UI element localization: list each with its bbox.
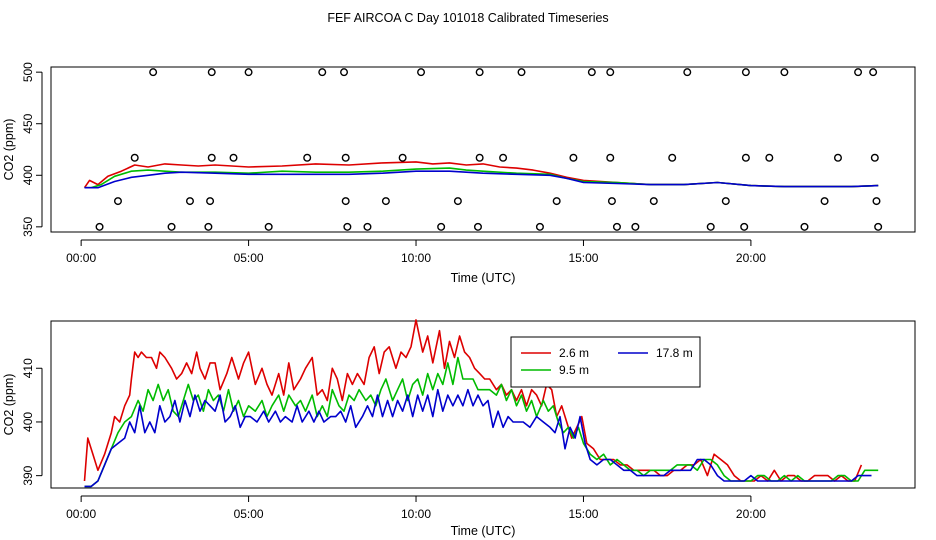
data-point-circle [499, 153, 508, 162]
data-point-circle [341, 197, 350, 206]
data-point-circle [683, 68, 692, 77]
x-tick-label: 15:00 [568, 251, 598, 265]
legend-label: 2.6 m [559, 346, 589, 360]
data-point-circle [820, 197, 829, 206]
y-tick-label: 410 [21, 358, 35, 378]
x-tick-label: 10:00 [401, 251, 431, 265]
panel-top: 00:00 05:00 10:00 15:00 20:00 350 400 450 500 Tim… [2, 62, 916, 285]
data-point-circle [340, 68, 349, 77]
data-point-circle [475, 68, 484, 77]
y-tick-label: 390 [21, 465, 35, 485]
panel-bottom: 00:00 05:00 10:00 15:00 20:00 390 400 410 Time (… [2, 319, 916, 538]
data-point-circle [606, 153, 615, 162]
data-point-circle [453, 197, 462, 206]
data-point-circle [606, 68, 615, 77]
series-line-17-8-m [84, 170, 879, 189]
y-tick-label: 450 [21, 113, 35, 133]
x-axis-label: Time (UTC) [451, 271, 516, 285]
x-tick-label: 20:00 [736, 251, 766, 265]
data-point-circle [207, 153, 216, 162]
series-line-2-6-m [83, 319, 863, 482]
data-point-circle [475, 153, 484, 162]
data-point-circle [207, 68, 216, 77]
data-point-circle [149, 68, 158, 77]
y-tick-label: 500 [21, 62, 35, 82]
legend-label: 9.5 m [559, 363, 589, 377]
x-tick-label: 10:00 [401, 507, 431, 521]
data-point-circle [706, 222, 715, 231]
data-point-circle [473, 222, 482, 231]
y-axis-label: CO2 (ppm) [2, 119, 16, 181]
data-point-circle [398, 153, 407, 162]
data-point-circle [721, 197, 730, 206]
data-point-circle [765, 153, 774, 162]
y-tick-label: 350 [21, 217, 35, 237]
x-tick-label: 20:00 [736, 507, 766, 521]
data-point-circle [854, 68, 863, 77]
data-point-circle [833, 153, 842, 162]
x-tick-label: 15:00 [568, 507, 598, 521]
data-point-circle [649, 197, 658, 206]
x-tick-label: 05:00 [234, 251, 264, 265]
data-point-circle [343, 222, 352, 231]
data-point-circle [535, 222, 544, 231]
data-point-circle [872, 197, 881, 206]
legend: 2.6 m 9.5 m 17.8 m [510, 336, 701, 388]
data-point-circle [800, 222, 809, 231]
data-point-circle [870, 153, 879, 162]
data-point-circle [185, 197, 194, 206]
data-point-circle [381, 197, 390, 206]
series-line-2-6-m [83, 161, 879, 189]
data-point-circle [95, 222, 104, 231]
data-point-circle [607, 197, 616, 206]
data-point-circle [668, 153, 677, 162]
series-line-9-5-m [84, 356, 879, 488]
data-point-circle [130, 153, 139, 162]
legend-label: 17.8 m [656, 346, 693, 360]
data-point-circle [167, 222, 176, 231]
x-tick-label: 00:00 [66, 251, 96, 265]
data-point-circle [517, 68, 526, 77]
data-point-circle [740, 222, 749, 231]
data-point-circle [631, 222, 640, 231]
series-line-9-5-m [84, 167, 879, 189]
data-point-circle [113, 197, 122, 206]
data-point-circle [552, 197, 561, 206]
x-tick-label: 00:00 [66, 507, 96, 521]
x-axis-label: Time (UTC) [451, 524, 516, 538]
plot-frame [50, 320, 916, 489]
data-point-circle [417, 68, 426, 77]
data-point-circle [741, 68, 750, 77]
data-point-circle [874, 222, 883, 231]
chart-title: FEF AIRCOA C Day 101018 Calibrated Times… [327, 11, 608, 25]
data-point-circle [204, 222, 213, 231]
data-point-circle [612, 222, 621, 231]
plot-frame [50, 66, 916, 233]
data-point-circle [229, 153, 238, 162]
data-point-circle [587, 68, 596, 77]
y-tick-label: 400 [21, 412, 35, 432]
data-point-circle [780, 68, 789, 77]
x-tick-label: 05:00 [234, 507, 264, 521]
data-point-circle [869, 68, 878, 77]
data-point-circle [569, 153, 578, 162]
y-axis-label: CO2 (ppm) [2, 374, 16, 436]
data-point-circle [244, 68, 253, 77]
data-point-circle [206, 197, 215, 206]
data-point-circle [437, 222, 446, 231]
data-point-circle [318, 68, 327, 77]
y-tick-label: 400 [21, 165, 35, 185]
legend-box [510, 336, 701, 388]
series-line-17-8-m [84, 388, 872, 488]
data-point-circle [303, 153, 312, 162]
data-point-circle [341, 153, 350, 162]
data-point-circle [363, 222, 372, 231]
data-point-circle [741, 153, 750, 162]
data-point-circle [264, 222, 273, 231]
